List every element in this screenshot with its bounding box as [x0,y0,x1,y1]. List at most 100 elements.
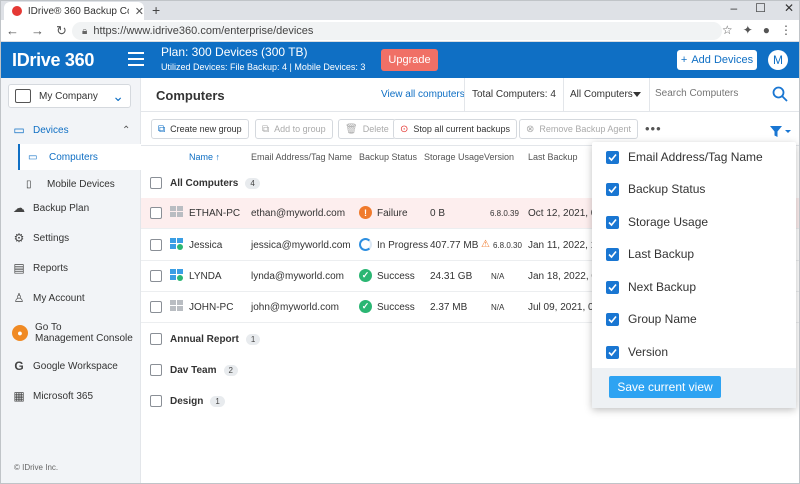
checkbox-checked-icon[interactable] [606,150,619,164]
backup-status: Failure [377,208,408,219]
sidebar-item-microsoft-365[interactable]: ▦ Microsoft 365 [0,382,141,410]
company-selector[interactable]: My Company ⌄ [8,84,131,108]
add-to-group-button[interactable]: ⧉ Add to group [255,119,333,139]
group-row[interactable]: Dav Team 2 [141,357,800,383]
column-header-email[interactable]: Email Address/Tag Name [251,152,353,162]
stop-backups-button[interactable]: ⊙ Stop all current backups [393,119,517,139]
cloud-icon: ☁ [13,201,25,215]
sidebar-item-my-account[interactable]: ♙ My Account [0,284,141,312]
checkbox-checked-icon[interactable] [606,182,619,196]
row-checkbox[interactable] [150,207,162,219]
url-bar[interactable]: 🔒︎ https://www.idrive360.com/enterprise/… [72,22,722,40]
idrive-logo[interactable]: IDrive 360 [12,50,95,70]
tab-title: IDrive® 360 Backup Console for [27,5,129,17]
column-header-storage[interactable]: Storage Usage [424,152,485,162]
computer-filter-select[interactable]: All Computers [570,89,633,100]
sidebar-item-mobile-devices[interactable]: ▯ Mobile Devices [18,171,141,197]
table-row[interactable]: LYNDA lynda@myworld.com ✓ Success 24.31 … [141,261,800,292]
sidebar-item-settings[interactable]: ⚙ Settings [0,224,141,252]
mobile-icon: ▯ [26,178,32,190]
menu-icon[interactable]: ⋮ [780,23,792,37]
sidebar-item-reports[interactable]: ▤ Reports [0,254,141,282]
window-controls: – ☐ ✕ [730,1,794,15]
column-option-group-name[interactable]: Group Name [606,309,697,329]
search-input[interactable] [655,88,765,99]
save-current-view-button[interactable]: Save current view [609,376,721,398]
more-options-icon[interactable]: ••• [645,121,662,136]
sidebar-item-management-console[interactable]: ● Go To Management Console [0,316,141,350]
url-text: https://www.idrive360.com/enterprise/dev… [93,25,314,37]
extensions-icon[interactable]: ✦ [742,23,753,37]
view-all-computers-link[interactable]: View all computers [381,89,465,100]
row-checkbox[interactable] [150,301,162,313]
row-checkbox[interactable] [150,239,162,251]
sidebar-item-devices[interactable]: ▭ Devices ⌃ [0,116,141,144]
column-option-next-backup[interactable]: Next Backup [606,277,696,297]
browser-tab[interactable]: IDrive® 360 Backup Console for ✕ [4,2,144,20]
row-checkbox[interactable] [150,270,162,282]
page-title: Computers [156,88,225,103]
stop-icon: ⊙ [400,123,409,135]
column-header-name[interactable]: Name ↑ [189,152,221,162]
caret-down-icon[interactable] [633,92,641,97]
add-devices-button[interactable]: + Add Devices [677,50,757,70]
close-tab-icon[interactable]: ✕ [134,5,144,18]
device-name[interactable]: Jessica [189,240,223,251]
column-header-last-backup[interactable]: Last Backup [528,152,578,162]
checkbox-checked-icon[interactable] [606,312,619,326]
maximize-icon[interactable]: ☐ [755,1,766,15]
column-header-status[interactable]: Backup Status [359,152,418,162]
column-option-email[interactable]: Email Address/Tag Name [606,147,763,167]
device-name[interactable]: JOHN-PC [189,302,234,313]
column-option-storage-usage[interactable]: Storage Usage [606,212,708,232]
avatar[interactable]: M [768,50,788,70]
trash-icon: 🗑︎ [345,123,358,135]
back-icon[interactable]: ← [6,23,19,38]
sidebar-item-backup-plan[interactable]: ☁ Backup Plan [0,194,141,222]
group-label: Dav Team [170,364,217,376]
filter-columns-button[interactable] [761,118,797,144]
report-icon: ▤ [13,261,25,275]
column-option-backup-status[interactable]: Backup Status [606,179,705,199]
upgrade-button[interactable]: Upgrade [381,49,438,71]
hamburger-menu-icon[interactable] [128,52,144,66]
reload-icon[interactable]: ↻ [56,23,67,38]
table-row[interactable]: JOHN-PC john@myworld.com ✓ Success 2.37 … [141,292,800,323]
star-icon[interactable]: ☆ [721,23,733,37]
close-window-icon[interactable]: ✕ [783,1,794,15]
column-header-version[interactable]: Version [484,152,515,162]
checkbox-checked-icon[interactable] [606,345,619,359]
checkbox-checked-icon[interactable] [606,247,619,261]
search-icon[interactable] [772,86,788,102]
group-row[interactable]: Annual Report 1 [141,326,800,352]
group-row-all[interactable]: All Computers 4 [141,170,800,196]
delete-button[interactable]: 🗑︎ Delete [338,119,396,139]
group-checkbox[interactable] [150,333,162,345]
sidebar-item-label: Backup Plan [33,202,90,214]
group-checkbox[interactable] [150,395,162,407]
create-group-button[interactable]: ⧉ Create new group [151,119,249,139]
group-checkbox[interactable] [150,364,162,376]
browser-tab-strip: IDrive® 360 Backup Console for ✕ + – ☐ ✕ [0,0,800,20]
add-group-icon: ⧉ [262,123,270,135]
browser-actions: ☆ ✦ ● ⋮ [722,23,792,37]
column-option-version[interactable]: Version [606,342,668,362]
sidebar-item-computers[interactable]: ▭ Computers [18,144,141,170]
device-name[interactable]: LYNDA [189,271,222,282]
remove-agent-button[interactable]: ⊗ Remove Backup Agent [519,119,638,139]
checkbox-checked-icon[interactable] [606,215,619,229]
version: 6.8.0.30 [493,241,522,250]
minimize-icon[interactable]: – [730,1,738,15]
checkbox-checked-icon[interactable] [606,280,619,294]
new-tab-icon[interactable]: + [152,2,161,18]
group-row[interactable]: Design 1 [141,388,800,414]
sidebar-item-google-workspace[interactable]: G Google Workspace [0,352,141,380]
profile-icon[interactable]: ● [762,23,770,37]
group-checkbox[interactable] [150,177,162,189]
success-icon: ✓ [359,269,372,282]
table-row[interactable]: Jessica jessica@myworld.com In Progress … [141,230,800,261]
count-badge: 1 [210,395,225,407]
device-name[interactable]: ETHAN-PC [189,208,241,219]
forward-icon[interactable]: → [31,23,44,38]
column-option-last-backup[interactable]: Last Backup [606,244,694,264]
